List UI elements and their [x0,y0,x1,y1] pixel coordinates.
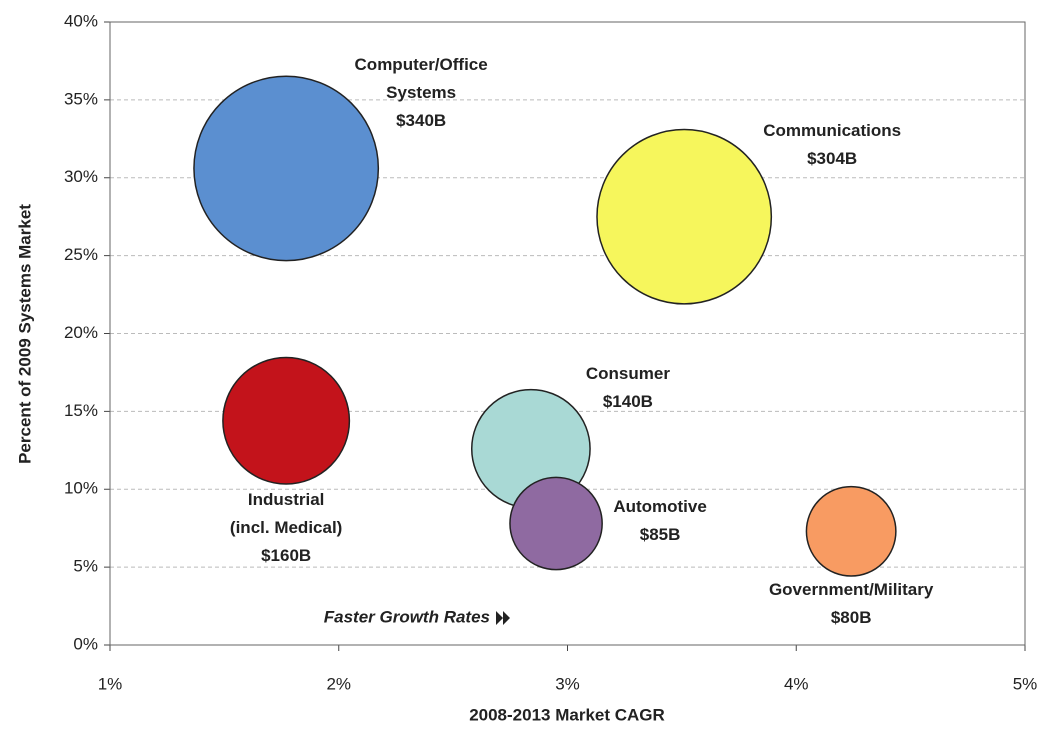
bubble-label: Government/Military [769,580,934,599]
x-tick-label: 1% [98,674,123,693]
bubble [596,128,773,305]
plot-frame [109,21,1026,646]
bubble [193,75,380,262]
bubble-label: Systems [386,83,456,102]
y-tick-label: 35% [64,89,98,108]
y-tick-label: 5% [73,557,98,576]
bubble [509,476,603,571]
x-tick-label: 3% [555,674,580,693]
bubble-value-label: $304B [807,149,857,168]
y-tick-label: 25% [64,245,98,264]
bubble-label: Communications [763,121,901,140]
y-tick-label: 40% [64,11,98,30]
arrow-icon [496,611,510,625]
bubble-label: Industrial [248,490,325,509]
bubble [805,485,897,577]
bubble-value-label: $140B [603,392,653,411]
y-tick-label: 0% [73,634,98,653]
bubble-value-label: $340B [396,111,446,130]
bubble-value-label: $160B [261,546,311,565]
x-axis-title: 2008-2013 Market CAGR [469,705,665,724]
bubble [222,356,351,485]
y-axis-title: Percent of 2009 Systems Market [15,204,34,464]
y-tick-label: 30% [64,167,98,186]
bubble-value-label: $80B [831,608,872,627]
y-tick-label: 10% [64,479,98,498]
annotation: Faster Growth Rates [324,607,490,626]
bubble-label: Consumer [586,364,670,383]
x-tick-label: 5% [1013,674,1038,693]
y-tick-label: 20% [64,323,98,342]
bubble-label: (incl. Medical) [230,518,342,537]
y-tick-label: 15% [64,401,98,420]
x-tick-label: 2% [326,674,351,693]
bubble-label: Automotive [613,497,707,516]
x-tick-label: 4% [784,674,809,693]
bubble-label: Computer/Office [355,55,488,74]
bubble-value-label: $85B [640,525,681,544]
